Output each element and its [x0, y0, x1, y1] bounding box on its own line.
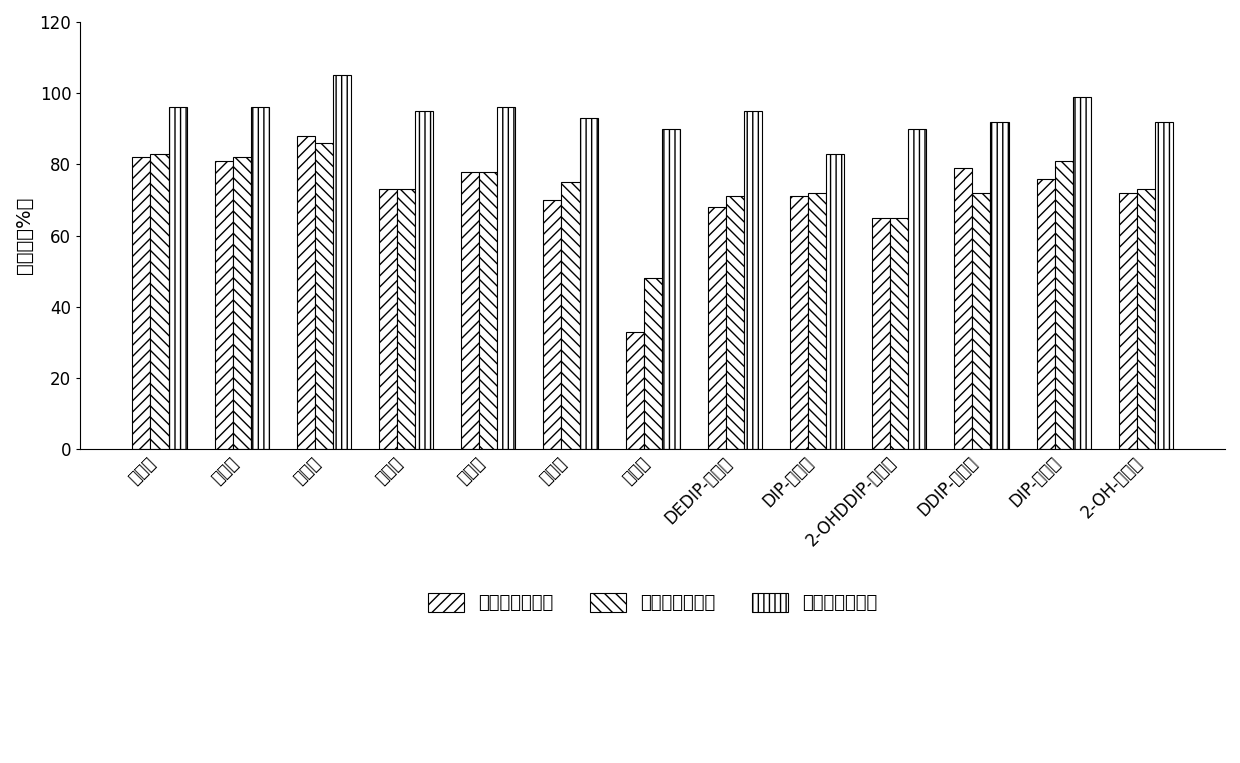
Bar	[890, 217, 908, 449]
Bar	[955, 168, 972, 449]
Bar	[379, 189, 397, 449]
Bar	[725, 196, 744, 449]
Bar	[233, 157, 250, 449]
Y-axis label: 回收率（%）: 回收率（%）	[15, 197, 33, 275]
Bar	[744, 111, 763, 449]
Bar	[808, 193, 826, 449]
Bar	[908, 129, 926, 449]
Bar	[1154, 121, 1173, 449]
Bar	[332, 76, 351, 449]
Bar	[296, 136, 315, 449]
Bar	[708, 207, 725, 449]
Bar	[1118, 193, 1137, 449]
Bar	[991, 121, 1008, 449]
Bar	[872, 217, 890, 449]
Bar	[169, 108, 186, 449]
Bar	[972, 193, 991, 449]
Bar	[625, 332, 644, 449]
Bar	[562, 182, 579, 449]
Bar	[461, 172, 479, 449]
Bar	[250, 108, 269, 449]
Bar	[1037, 179, 1054, 449]
Bar	[579, 118, 598, 449]
Bar	[479, 172, 497, 449]
Legend: 标准溶液外标法, 基质加标外标法, 内标校正定量法: 标准溶液外标法, 基质加标外标法, 内标校正定量法	[420, 586, 884, 620]
Bar	[1137, 189, 1154, 449]
Bar	[1073, 97, 1091, 449]
Bar	[133, 157, 150, 449]
Bar	[790, 196, 808, 449]
Bar	[215, 161, 233, 449]
Bar	[662, 129, 680, 449]
Bar	[415, 111, 433, 449]
Bar	[397, 189, 415, 449]
Bar	[497, 108, 516, 449]
Bar	[315, 143, 332, 449]
Bar	[543, 200, 562, 449]
Bar	[1054, 161, 1073, 449]
Bar	[826, 153, 844, 449]
Bar	[644, 278, 662, 449]
Bar	[150, 153, 169, 449]
